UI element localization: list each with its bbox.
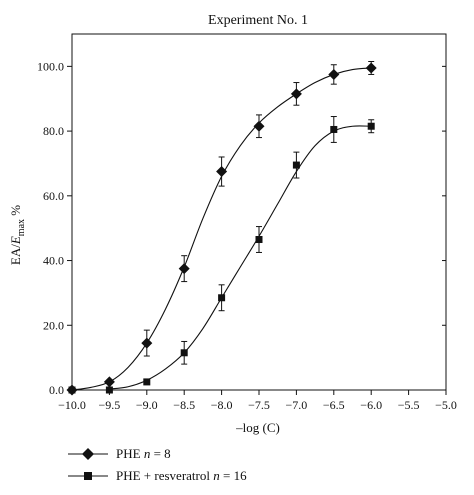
x-tick-label: −5.0 <box>435 398 457 412</box>
data-point-square <box>367 122 375 130</box>
y-tick-label: 60.0 <box>43 189 64 203</box>
data-point-square <box>292 161 300 169</box>
legend-res-n: n <box>213 468 220 483</box>
plot-border <box>71 33 447 391</box>
data-point-square <box>105 386 113 394</box>
y-tick-label: 80.0 <box>43 124 64 138</box>
legend-label-phe-resveratrol: PHE + resveratrol n = 16 <box>116 468 247 483</box>
legend-phe-n: n <box>144 446 151 461</box>
legend: PHE n = 8 PHE + resveratrol n = 16 <box>68 446 247 483</box>
y-axis-title-pre: EA/ <box>8 244 23 265</box>
y-axis-title-italic: E <box>8 236 23 245</box>
x-tick-label: −8.0 <box>211 398 233 412</box>
data-point-diamond <box>253 120 265 132</box>
x-tick-label: −7.5 <box>248 398 270 412</box>
data-point-square <box>143 378 151 386</box>
legend-square-marker <box>84 472 92 480</box>
x-tick-label: −9.5 <box>99 398 121 412</box>
data-point-square <box>180 349 188 357</box>
series-layer <box>66 61 377 396</box>
y-axis-title: EA/Emax % <box>8 205 27 265</box>
x-tick-label: −7.0 <box>286 398 308 412</box>
y-axis-title-post: % <box>8 205 23 219</box>
data-point-square <box>218 294 226 302</box>
y-tick-label: 40.0 <box>43 254 64 268</box>
legend-entry-phe-resveratrol: PHE + resveratrol n = 16 <box>68 468 247 483</box>
legend-res-count: = 16 <box>220 468 247 483</box>
x-axis-title: –log (C) <box>235 420 280 435</box>
legend-diamond-marker <box>82 448 94 460</box>
chart-title: Experiment No. 1 <box>208 13 308 28</box>
data-point-diamond <box>328 68 340 80</box>
x-axis: −10.0 −9.5 −9.0 −8.5 −8.0 −7.5 −7.0 −6.5 −6.0 −5.… <box>58 390 457 412</box>
data-point-diamond <box>216 166 228 178</box>
legend-label-phe: PHE n = 8 <box>116 446 171 461</box>
data-point-diamond <box>103 376 115 388</box>
data-point-diamond <box>178 263 190 275</box>
fit-curve <box>109 125 372 390</box>
x-tick-label: −6.5 <box>323 398 345 412</box>
legend-res-name: PHE + resveratrol <box>116 468 210 483</box>
y-axis-title-sub: max <box>16 219 27 236</box>
fit-curve <box>71 67 372 391</box>
x-tick-label: −6.0 <box>360 398 382 412</box>
y-tick-label: 20.0 <box>43 318 64 332</box>
y-tick-label: 100.0 <box>37 59 64 73</box>
data-point-diamond <box>141 337 153 349</box>
x-tick-label: −8.5 <box>173 398 195 412</box>
x-tick-label: −5.5 <box>398 398 420 412</box>
data-point-diamond <box>290 88 302 100</box>
series-phe <box>66 61 377 396</box>
plot-frame <box>71 33 447 391</box>
y-tick-label: 0.0 <box>49 383 64 397</box>
data-point-square <box>68 386 76 394</box>
series-phe-resveratrol <box>68 116 375 394</box>
legend-phe-name: PHE <box>116 446 141 461</box>
x-tick-label: −9.0 <box>136 398 158 412</box>
data-point-square <box>330 125 338 133</box>
legend-phe-count: = 8 <box>150 446 170 461</box>
data-point-square <box>255 236 263 244</box>
data-point-diamond <box>365 62 377 74</box>
x-tick-label: −10.0 <box>58 398 86 412</box>
y-axis: 0.0 20.0 40.0 60.0 80.0 100.0 <box>37 59 446 397</box>
legend-entry-phe: PHE n = 8 <box>68 446 171 461</box>
